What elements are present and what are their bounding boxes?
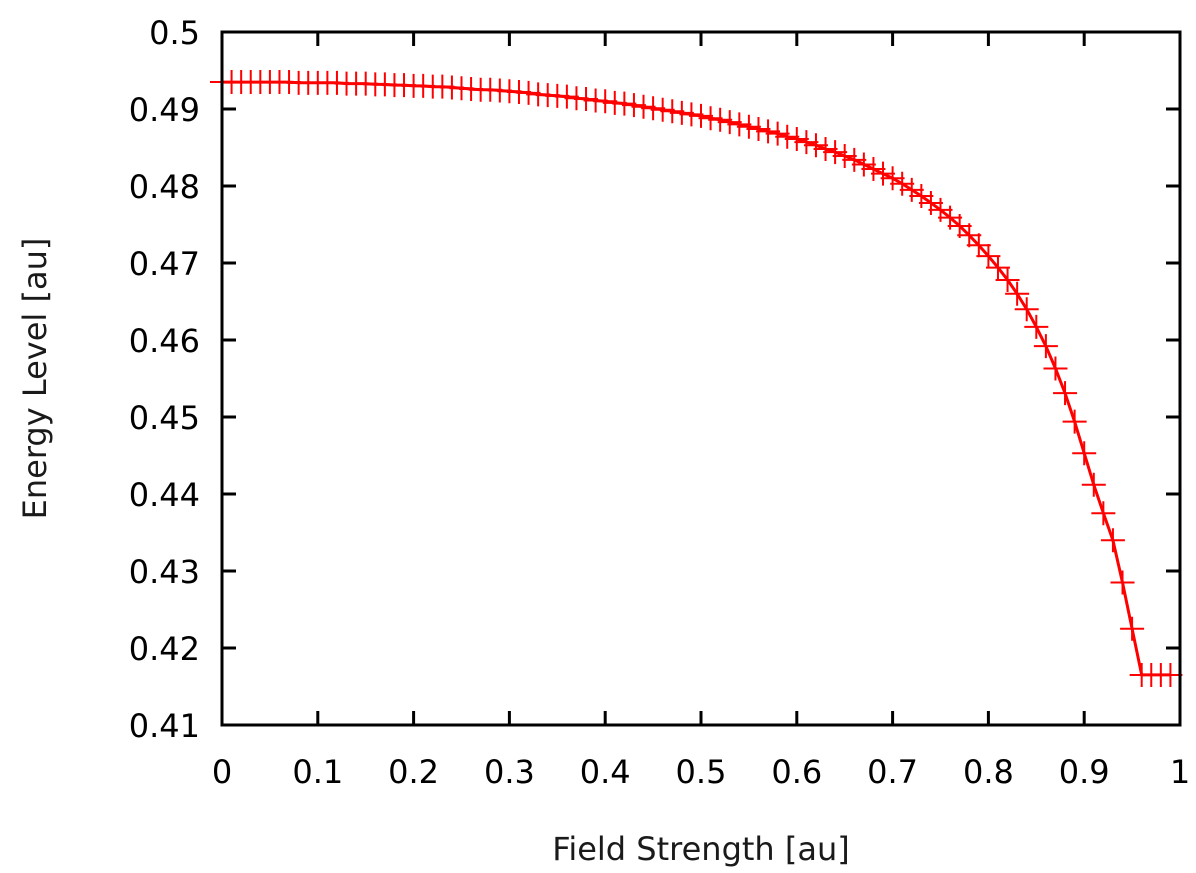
data-point	[554, 84, 579, 109]
series-line	[222, 80, 1171, 677]
data-point	[1100, 528, 1125, 553]
data-point	[813, 137, 838, 162]
data-point	[995, 267, 1020, 292]
data-point	[1033, 334, 1058, 359]
data-point	[957, 223, 982, 248]
data-point	[861, 157, 886, 182]
data-point	[871, 161, 896, 186]
data-point	[947, 214, 972, 239]
data-point	[650, 97, 675, 122]
data-point	[660, 99, 685, 124]
plot-frame	[220, 30, 1182, 727]
y-tick-label: 0.47	[129, 245, 200, 283]
data-point	[1053, 381, 1078, 406]
data-point	[1062, 409, 1087, 434]
data-point	[890, 171, 915, 196]
y-tick-label: 0.5	[149, 14, 200, 52]
x-tick-label: 0.2	[388, 753, 439, 791]
ticks-layer	[220, 30, 1182, 727]
data-point	[1005, 281, 1030, 306]
data-point	[516, 80, 541, 105]
x-tick-label: 0.4	[580, 753, 631, 791]
data-point	[976, 244, 1001, 269]
y-tick-label: 0.46	[129, 322, 200, 360]
data-point	[823, 140, 848, 165]
data-point	[909, 184, 934, 209]
data-point	[784, 127, 809, 152]
y-tick-label: 0.49	[129, 91, 200, 129]
y-axis-label: Energy Level [au]	[16, 238, 54, 520]
x-tick-label: 0.5	[676, 753, 727, 791]
data-point	[736, 114, 761, 139]
data-point	[679, 102, 704, 127]
data-point	[794, 130, 819, 155]
x-tick-label: 0.3	[484, 753, 535, 791]
data-point	[727, 112, 752, 137]
y-tick-label: 0.45	[129, 399, 200, 437]
x-tick-label: 0.8	[963, 753, 1014, 791]
y-tick-label: 0.48	[129, 168, 200, 206]
y-tick-label: 0.43	[129, 553, 200, 591]
data-point	[1158, 662, 1183, 687]
data-point	[803, 133, 828, 158]
x-tick-label: 0.1	[292, 753, 343, 791]
data-point	[593, 89, 618, 114]
data-point	[612, 91, 637, 116]
data-point	[621, 93, 646, 118]
x-axis-label: Field Strength [au]	[552, 830, 849, 868]
data-point	[775, 124, 800, 149]
data-point	[842, 147, 867, 172]
data-point	[1072, 441, 1097, 466]
data-point	[851, 152, 876, 177]
x-tick-label: 0.6	[771, 753, 822, 791]
x-tick-label: 0.9	[1059, 753, 1110, 791]
tick-labels-layer: 0 0.1 0.2 0.3 0.4 0.5 0.6 0.7 0.8 0.9 1 0.41 0.42 0.4…	[129, 14, 1190, 791]
series-layer	[210, 70, 1183, 687]
data-point	[832, 143, 857, 168]
x-tick-label: 1	[1170, 753, 1190, 791]
data-point	[899, 177, 924, 202]
data-point	[641, 96, 666, 121]
data-point	[756, 119, 781, 144]
data-point	[985, 255, 1010, 280]
data-point	[1091, 501, 1116, 526]
data-point	[717, 110, 742, 135]
data-point	[1110, 570, 1135, 595]
data-point	[669, 100, 694, 125]
y-tick-label: 0.41	[129, 707, 200, 745]
data-point	[1043, 356, 1068, 381]
data-point	[1014, 297, 1039, 322]
x-tick-label: 0	[212, 753, 232, 791]
data-point	[746, 117, 771, 142]
data-point	[689, 103, 713, 128]
data-point	[1081, 472, 1106, 497]
data-point	[1024, 314, 1049, 339]
data-point	[698, 106, 723, 131]
data-point	[765, 121, 790, 146]
y-tick-label: 0.42	[129, 630, 200, 668]
data-point	[708, 107, 733, 132]
data-point	[880, 166, 905, 191]
data-point	[918, 190, 943, 215]
data-point	[574, 86, 599, 111]
data-point	[631, 94, 656, 119]
y-tick-label: 0.44	[129, 476, 200, 514]
data-point	[966, 233, 991, 258]
data-point	[1120, 616, 1145, 641]
x-tick-label: 0.7	[867, 753, 918, 791]
